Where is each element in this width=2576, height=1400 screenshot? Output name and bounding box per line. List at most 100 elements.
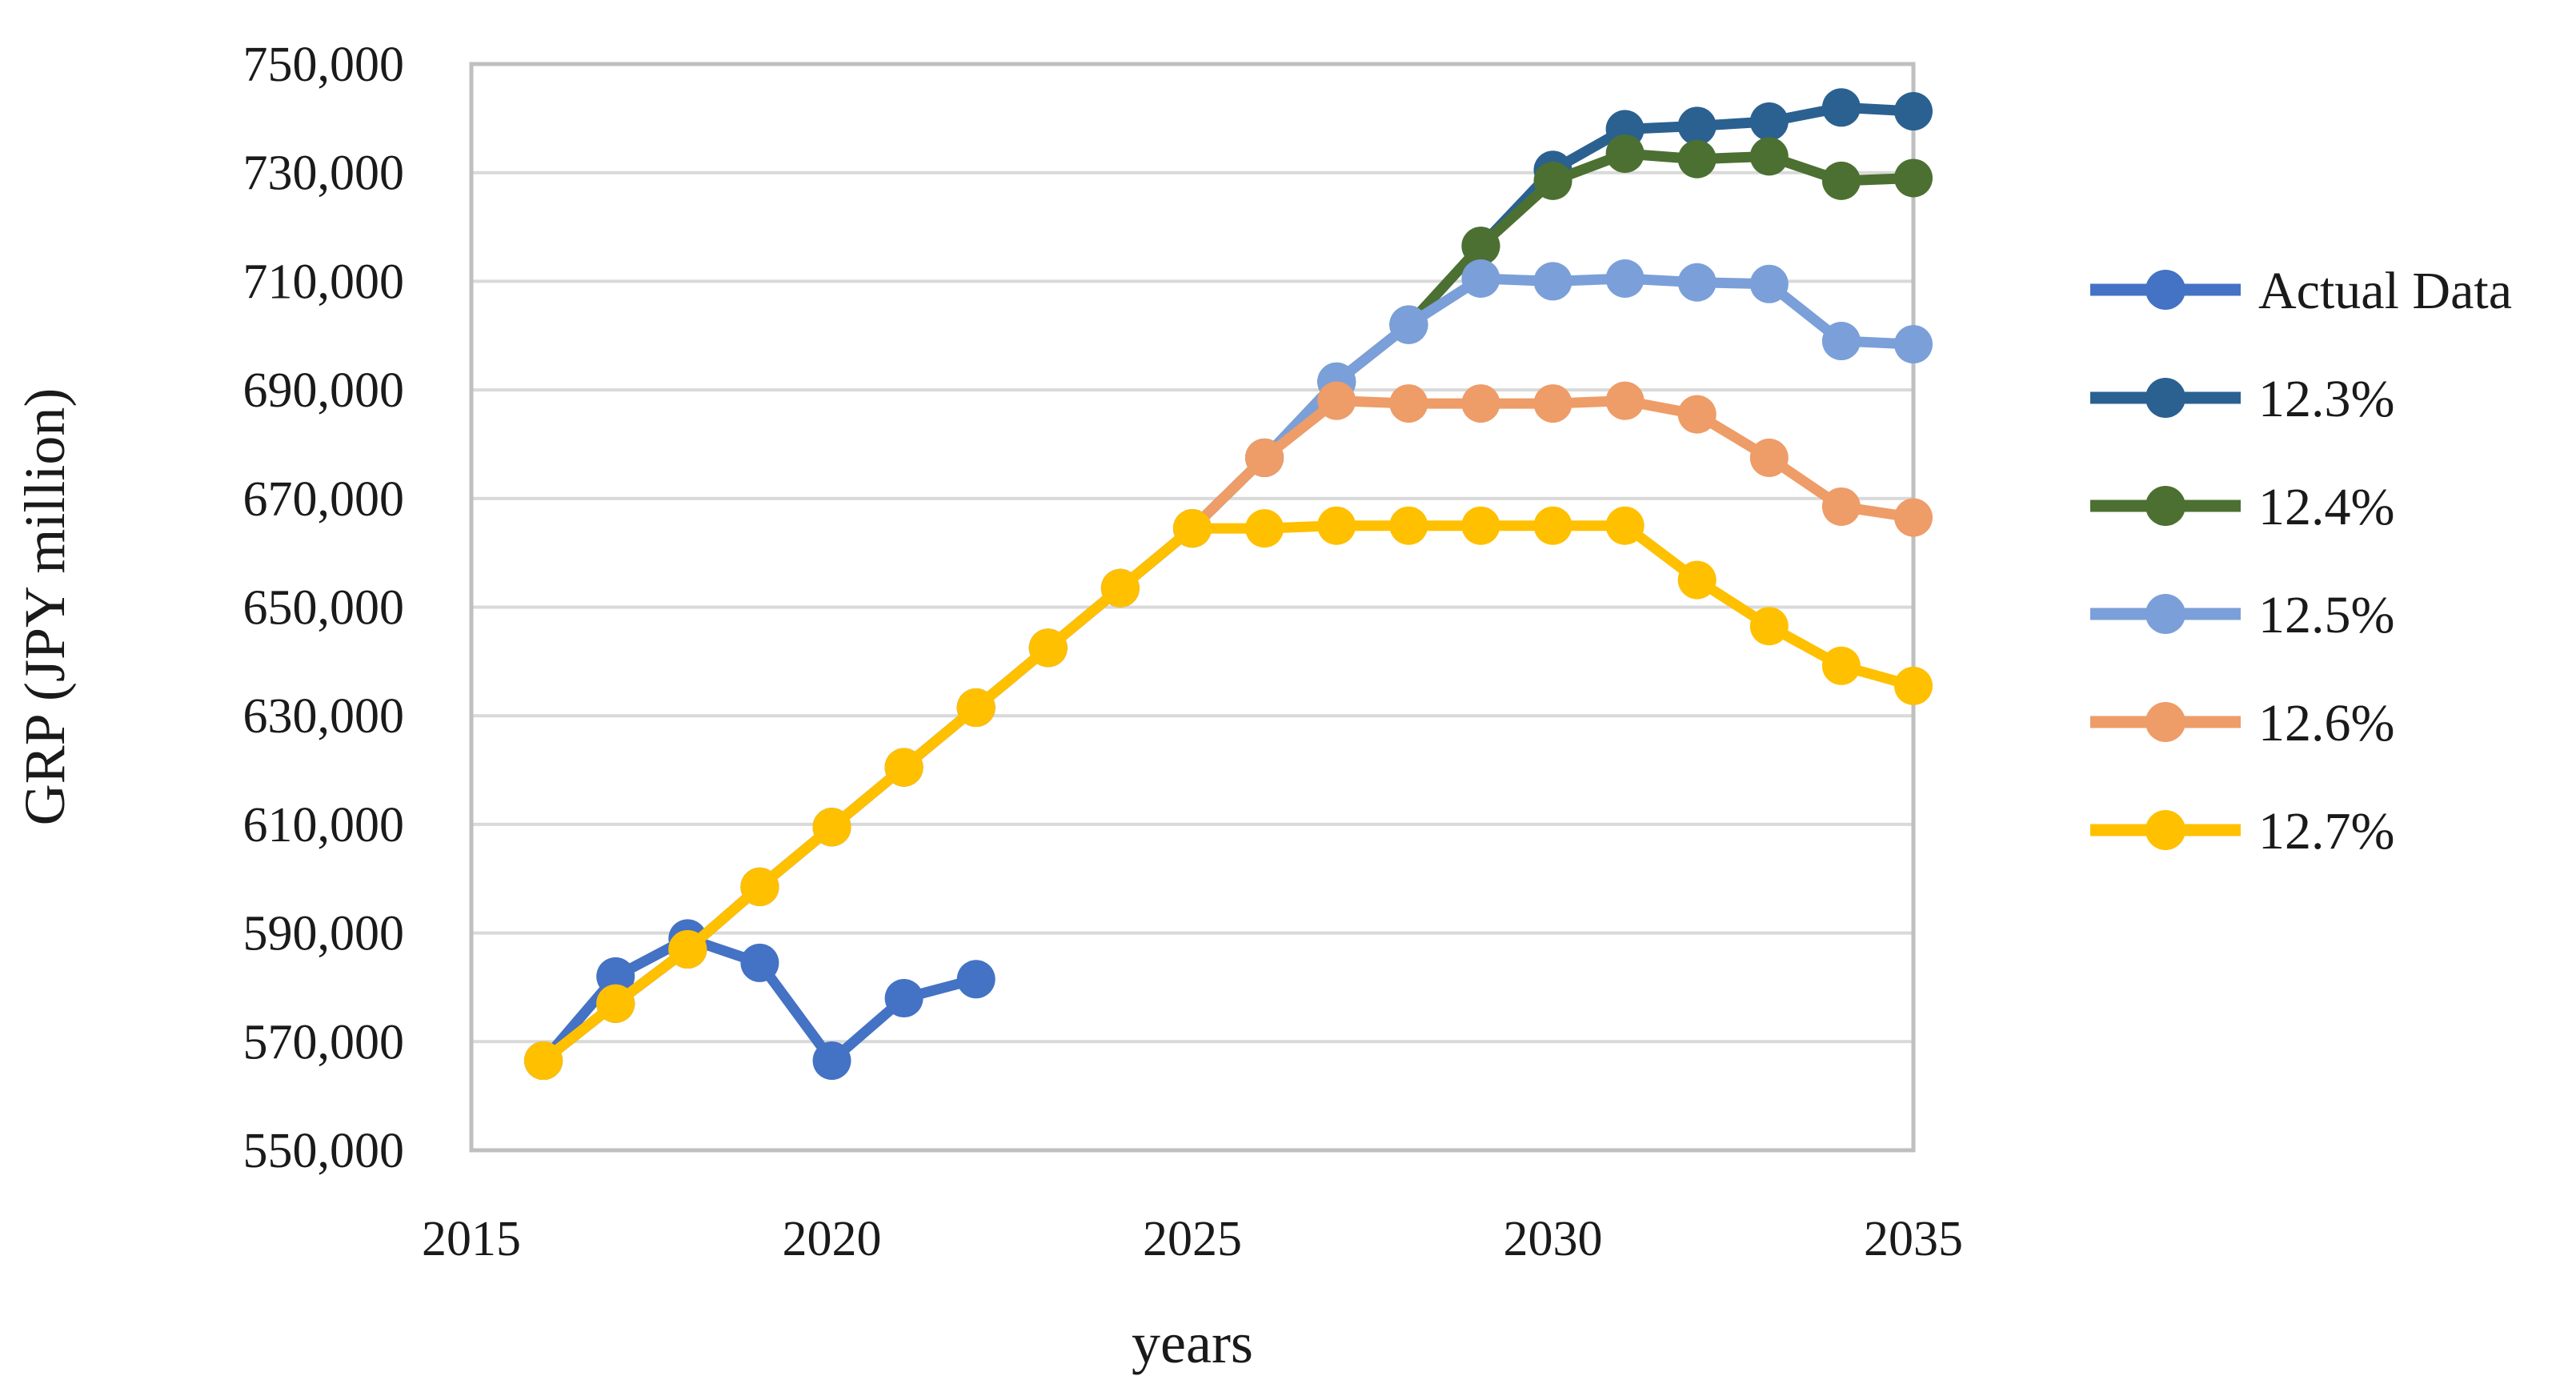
series-Actual Data (524, 919, 996, 1081)
data-point-marker (1389, 305, 1428, 344)
y-tick-label: 650,000 (243, 581, 405, 636)
legend-item-Actual Data: Actual Data (2090, 262, 2512, 320)
data-point-marker (1461, 506, 1500, 545)
data-point-marker (1461, 259, 1500, 299)
data-point-marker (1317, 506, 1356, 545)
series-12.6% (524, 381, 1933, 1081)
legend: Actual Data 12.3% 12.4% 12.5% 12.6% 12.7% (2090, 262, 2512, 860)
plot-border-rect (469, 62, 1916, 1153)
legend-label: 12.5% (2258, 586, 2394, 644)
data-point-marker (1605, 259, 1645, 299)
data-point-marker (1894, 92, 1933, 131)
data-point-marker (1894, 666, 1933, 705)
data-point-marker (740, 943, 779, 982)
legend-item-12.7%: 12.7% (2090, 802, 2394, 860)
series-12.7% (524, 506, 1933, 1081)
data-point-marker (596, 957, 635, 996)
x-tick-label: 2025 (1143, 1212, 1242, 1266)
data-point-marker (1317, 381, 1356, 420)
data-point-marker (1821, 88, 1861, 127)
data-point-marker (1821, 646, 1861, 685)
legend-swatch-dot (2145, 270, 2185, 310)
data-point-marker (1677, 139, 1717, 179)
legend-item-12.4%: 12.4% (2090, 478, 2394, 536)
data-point-marker (884, 748, 923, 787)
data-point-marker (1821, 322, 1861, 361)
data-point-marker (1389, 384, 1428, 423)
axis-tick-labels: 750,000 730,000 710,000 690,000 670,000 650,0… (243, 38, 1964, 1266)
y-tick-label: 630,000 (243, 689, 405, 744)
legend-label: 12.7% (2258, 802, 2394, 860)
data-point-marker (812, 1041, 851, 1081)
data-point-marker (1821, 161, 1861, 200)
data-point-marker (1894, 498, 1933, 537)
data-point-marker (956, 960, 996, 999)
data-point-marker (1677, 106, 1717, 146)
data-point-marker (1677, 263, 1717, 302)
data-point-marker (1749, 607, 1789, 646)
y-tick-label: 610,000 (243, 798, 405, 852)
x-tick-label: 2030 (1504, 1212, 1603, 1266)
y-axis-title: GRP (JPY million) (13, 388, 77, 826)
gridlines (471, 170, 1913, 1044)
data-point-marker (740, 867, 779, 906)
data-point-marker (1605, 134, 1645, 173)
y-tick-label: 710,000 (243, 255, 405, 309)
data-point-marker (668, 929, 707, 969)
series-lines (524, 88, 1933, 1081)
plot-border (469, 62, 1916, 1153)
legend-item-12.5%: 12.5% (2090, 586, 2394, 644)
data-point-marker (1533, 262, 1572, 301)
data-point-marker (1100, 568, 1140, 608)
x-tick-label: 2035 (1864, 1212, 1963, 1266)
legend-label: 12.3% (2258, 370, 2394, 428)
data-point-marker (1245, 509, 1284, 548)
data-point-marker (1028, 628, 1068, 668)
legend-item-12.3%: 12.3% (2090, 370, 2394, 428)
data-point-marker (1389, 506, 1428, 545)
legend-swatch-dot (2145, 810, 2185, 850)
y-tick-label: 750,000 (243, 38, 405, 92)
data-point-marker (1894, 325, 1933, 364)
data-point-marker (1461, 384, 1500, 423)
y-tick-label: 590,000 (243, 907, 405, 961)
y-tick-label: 690,000 (243, 363, 405, 418)
data-point-marker (1749, 102, 1789, 141)
legend-label: 12.6% (2258, 694, 2394, 752)
data-point-marker (1821, 487, 1861, 526)
data-point-marker (1749, 137, 1789, 176)
data-point-marker (596, 984, 635, 1023)
legend-swatch-dot (2145, 702, 2185, 742)
data-point-marker (1605, 381, 1645, 420)
data-point-marker (1533, 161, 1572, 200)
data-point-marker (1245, 438, 1284, 477)
legend-item-12.6%: 12.6% (2090, 694, 2394, 752)
legend-swatch-dot (2145, 594, 2185, 634)
data-point-marker (884, 979, 923, 1018)
data-point-marker (1461, 227, 1500, 266)
y-tick-label: 730,000 (243, 146, 405, 201)
x-tick-label: 2020 (783, 1212, 882, 1266)
y-tick-label: 570,000 (243, 1015, 405, 1069)
legend-swatch-dot (2145, 378, 2185, 418)
data-point-marker (1533, 384, 1572, 423)
data-point-marker (1749, 438, 1789, 477)
legend-swatch-dot (2145, 486, 2185, 526)
series-line-12.5% (538, 273, 1919, 1066)
data-point-marker (1749, 264, 1789, 303)
x-tick-label: 2015 (422, 1212, 521, 1266)
data-point-marker (956, 688, 996, 728)
data-point-marker (812, 808, 851, 847)
data-point-marker (1677, 560, 1717, 600)
y-tick-label: 550,000 (243, 1124, 405, 1178)
data-point-marker (1533, 506, 1572, 545)
data-point-marker (524, 1041, 563, 1081)
x-axis-title: years (1132, 1311, 1253, 1375)
data-point-marker (1677, 395, 1717, 434)
legend-label: Actual Data (2258, 262, 2512, 320)
y-tick-label: 670,000 (243, 472, 405, 527)
legend-label: 12.4% (2258, 478, 2394, 536)
series-12.3% (524, 88, 1933, 1081)
